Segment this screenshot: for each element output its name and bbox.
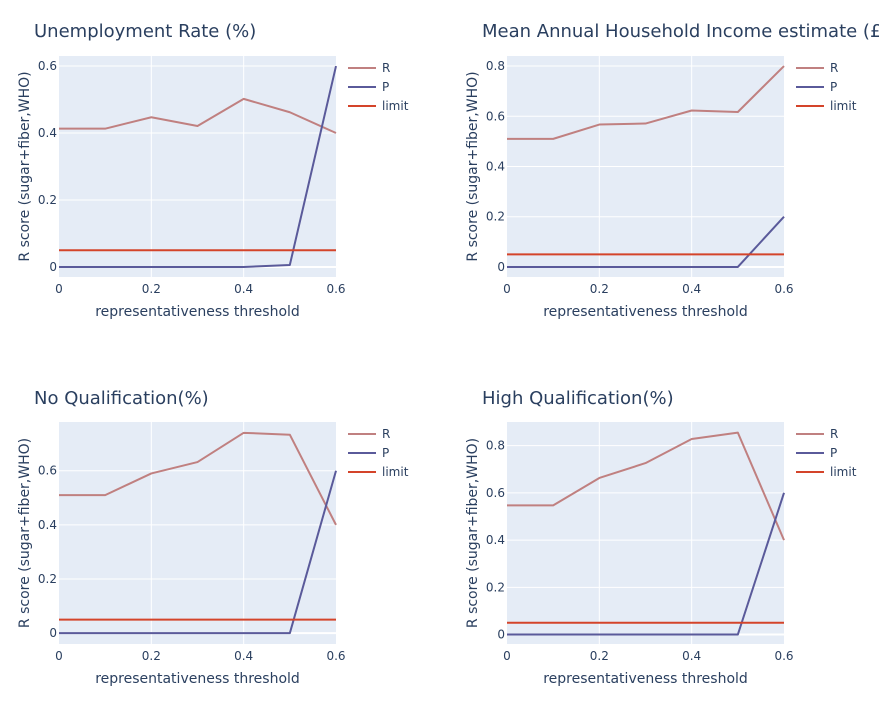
plot-area: [59, 56, 336, 277]
x-tick-label: 0.4: [234, 282, 253, 296]
x-axis-title: representativeness threshold: [95, 304, 300, 320]
x-axis-title: representativeness threshold: [543, 671, 748, 687]
y-tick-label: 0: [49, 626, 57, 640]
x-tick-label: 0: [55, 649, 63, 663]
x-axis-title: representativeness threshold: [543, 304, 748, 320]
plot-area: [59, 422, 336, 644]
y-tick-label: 0.8: [486, 439, 505, 453]
y-axis-title: R score (sugar+fiber,WHO): [17, 71, 33, 261]
x-tick-label: 0.6: [774, 282, 793, 296]
series-line-R: [507, 431, 785, 541]
y-tick-label: 0.4: [486, 160, 505, 174]
legend-label-limit: limit: [830, 465, 857, 479]
y-tick-label: 0: [497, 260, 505, 274]
legend-label-P: P: [830, 446, 837, 460]
x-tick-label: 0.4: [234, 649, 253, 663]
y-tick-label: 0.2: [38, 193, 57, 207]
y-tick-label: 0.6: [486, 486, 505, 500]
series-line-P: [59, 65, 337, 268]
chart-title: No Qualification(%): [34, 388, 209, 409]
subplot-4: 0 0.2 0.4 0.6 0 0.2 0.4 0.6 0.8 High Qualificatio…: [465, 388, 857, 687]
y-axis-title: R score (sugar+fiber,WHO): [465, 71, 481, 261]
subplot-1: 0 0.2 0.4 0.6 0 0.2 0.4 0.6 Unemployment Rate (%…: [17, 21, 409, 320]
subplot-2: 0 0.2 0.4 0.6 0 0.2 0.4 0.6 0.8 Mean Annual House…: [465, 21, 879, 320]
legend-label-limit: limit: [382, 465, 409, 479]
x-tick-label: 0.4: [682, 282, 701, 296]
legend-label-P: P: [830, 80, 837, 94]
subplot-3: 0 0.2 0.4 0.6 0 0.2 0.4 0.6 No Qualification(%) r…: [17, 388, 409, 687]
legend-label-R: R: [382, 427, 390, 441]
chart-title: Unemployment Rate (%): [34, 21, 256, 42]
x-tick-label: 0.2: [142, 649, 161, 663]
y-tick-label: 0: [497, 628, 505, 642]
series-line-P: [507, 216, 785, 268]
y-tick-label: 0.4: [38, 518, 57, 532]
x-tick-label: 0.6: [326, 649, 345, 663]
series-line-P: [507, 492, 785, 636]
legend-label-P: P: [382, 80, 389, 94]
y-tick-label: 0.4: [486, 533, 505, 547]
legend-label-R: R: [830, 427, 838, 441]
chart-title: High Qualification(%): [482, 388, 674, 409]
x-axis-title: representativeness threshold: [95, 671, 300, 687]
y-tick-label: 0.6: [38, 464, 57, 478]
y-tick-label: 0: [49, 260, 57, 274]
series-line-P: [59, 470, 337, 635]
y-tick-label: 0.2: [486, 210, 505, 224]
legend-label-R: R: [382, 61, 390, 75]
y-tick-label: 0.2: [38, 572, 57, 586]
y-tick-label: 0.8: [486, 59, 505, 73]
series-line-R: [507, 65, 785, 140]
plot-area: [507, 422, 784, 644]
x-tick-label: 0.4: [682, 649, 701, 663]
y-tick-label: 0.6: [486, 109, 505, 123]
y-tick-label: 0.6: [38, 59, 57, 73]
x-tick-label: 0.2: [590, 282, 609, 296]
series-line-R: [59, 431, 337, 526]
x-tick-label: 0.6: [326, 282, 345, 296]
chart-title: Mean Annual Household Income estimate (£: [482, 21, 879, 42]
y-axis-title: R score (sugar+fiber,WHO): [17, 438, 33, 628]
x-tick-label: 0.2: [590, 649, 609, 663]
x-tick-label: 0: [55, 282, 63, 296]
x-tick-label: 0.6: [774, 649, 793, 663]
legend-label-R: R: [830, 61, 838, 75]
x-tick-label: 0: [503, 649, 511, 663]
y-tick-label: 0.4: [38, 126, 57, 140]
legend-label-P: P: [382, 446, 389, 460]
x-tick-label: 0.2: [142, 282, 161, 296]
series-line-R: [59, 97, 337, 134]
y-axis-title: R score (sugar+fiber,WHO): [465, 438, 481, 628]
x-tick-label: 0: [503, 282, 511, 296]
y-tick-label: 0.2: [486, 580, 505, 594]
legend-label-limit: limit: [830, 99, 857, 113]
legend-label-limit: limit: [382, 99, 409, 113]
